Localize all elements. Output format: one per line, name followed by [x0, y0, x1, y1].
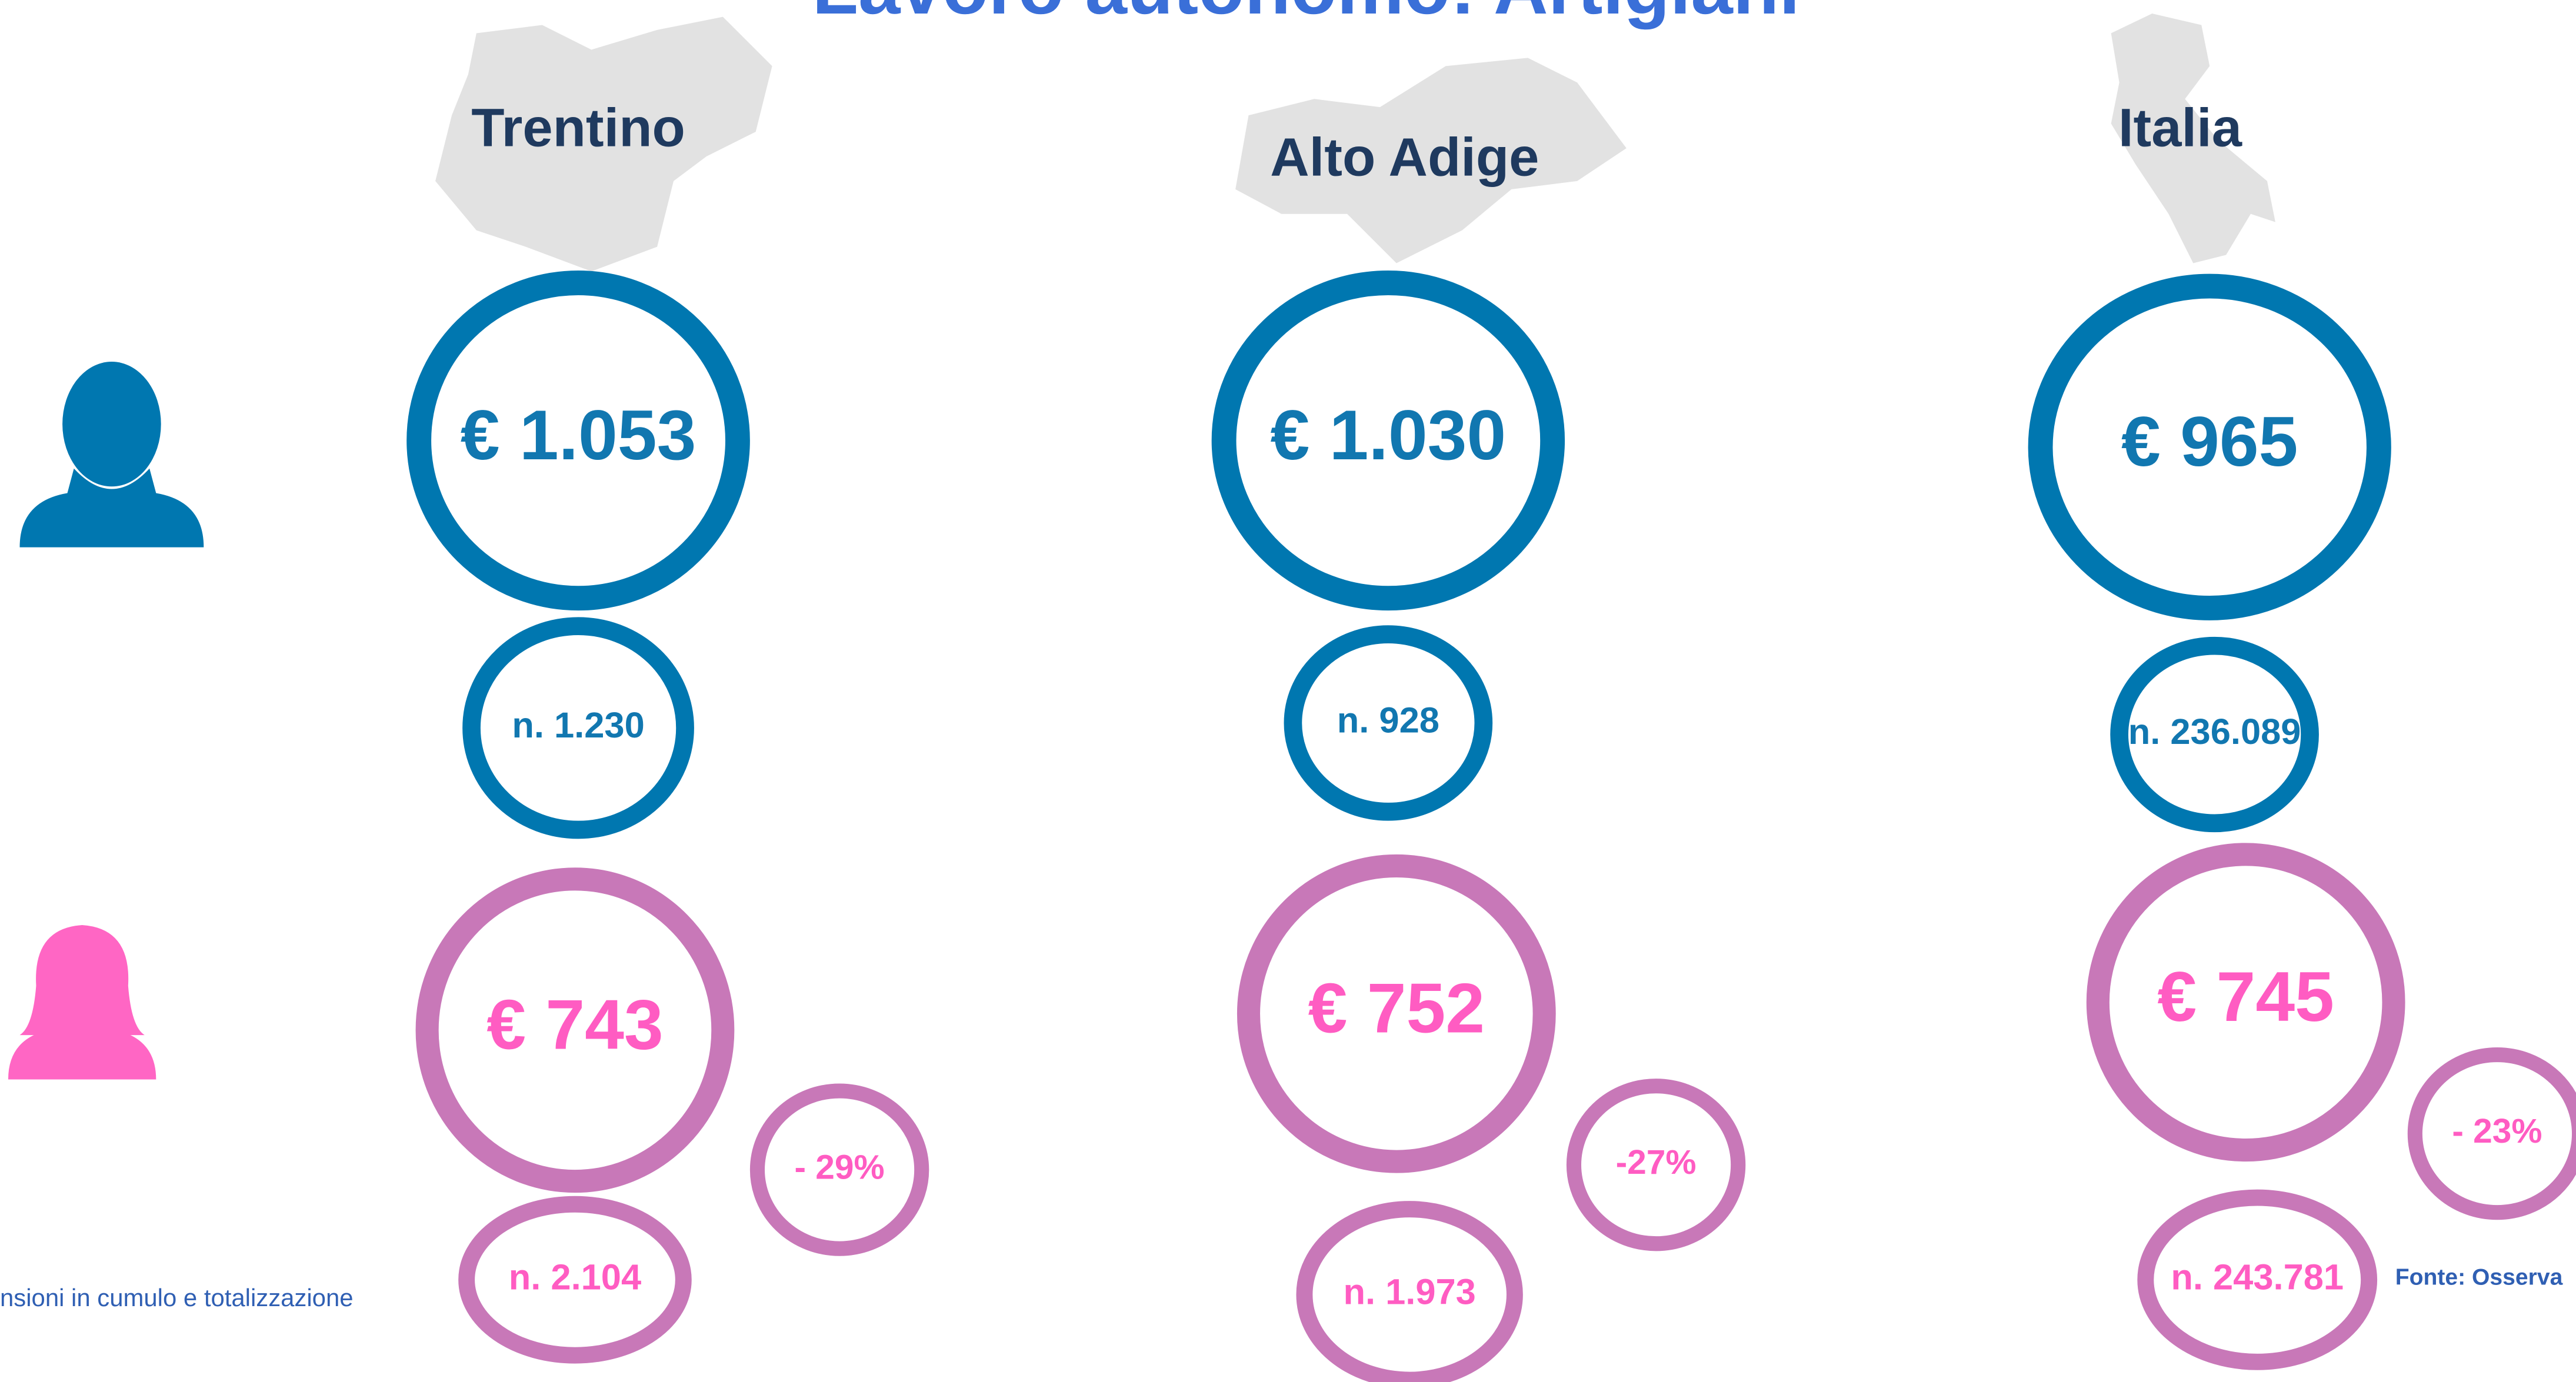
female-count-ring [2137, 1189, 2378, 1370]
male-count-ring [462, 617, 694, 839]
male-count-ring [1284, 625, 1493, 821]
source: Fonte: Osserva [2395, 1265, 2563, 1290]
gap-ring [1566, 1079, 1746, 1251]
gap: - 29% [795, 1149, 885, 1187]
female-count: n. 2.104 [509, 1257, 641, 1297]
female-amount-ring [415, 867, 735, 1193]
region-name: Trentino [471, 97, 685, 158]
male-amount: € 1.053 [461, 396, 697, 475]
female-icon [8, 924, 156, 1080]
map-alto-adige [1235, 58, 1627, 263]
female-count: n. 243.781 [2171, 1257, 2344, 1297]
male-count: n. 928 [1337, 700, 1439, 741]
female-amount-ring [2086, 843, 2405, 1162]
footnote: nsioni in cumulo e totalizzazione [0, 1284, 354, 1311]
female-count-ring [458, 1196, 692, 1364]
female-amount: € 752 [1308, 969, 1485, 1047]
map-italia [2111, 13, 2275, 263]
female-amount-ring [1237, 854, 1556, 1173]
title: Lavoro autonomo: Artigiani [812, 0, 1800, 30]
gap-ring [749, 1083, 929, 1256]
male-amount: € 965 [2121, 402, 2298, 481]
male-count-ring [2110, 636, 2319, 833]
gap-ring [2407, 1047, 2576, 1220]
male-count: n. 236.089 [2128, 712, 2301, 752]
female-amount: € 743 [486, 985, 664, 1064]
female-amount: € 745 [2157, 957, 2334, 1036]
male-icon [19, 362, 204, 548]
region-name: Italia [2118, 97, 2242, 158]
male-amount-ring [2028, 273, 2391, 620]
region-name: Alto Adige [1270, 127, 1539, 188]
male-amount-ring [1211, 271, 1565, 611]
map-trentino [435, 16, 772, 272]
male-amount: € 1.030 [1271, 396, 1507, 475]
gap: -27% [1616, 1143, 1697, 1181]
female-count: n. 1.973 [1343, 1272, 1475, 1313]
female-count-ring [1296, 1201, 1523, 1382]
male-count: n. 1.230 [512, 705, 644, 746]
gap: - 23% [2452, 1112, 2542, 1150]
male-amount-ring [406, 271, 750, 611]
